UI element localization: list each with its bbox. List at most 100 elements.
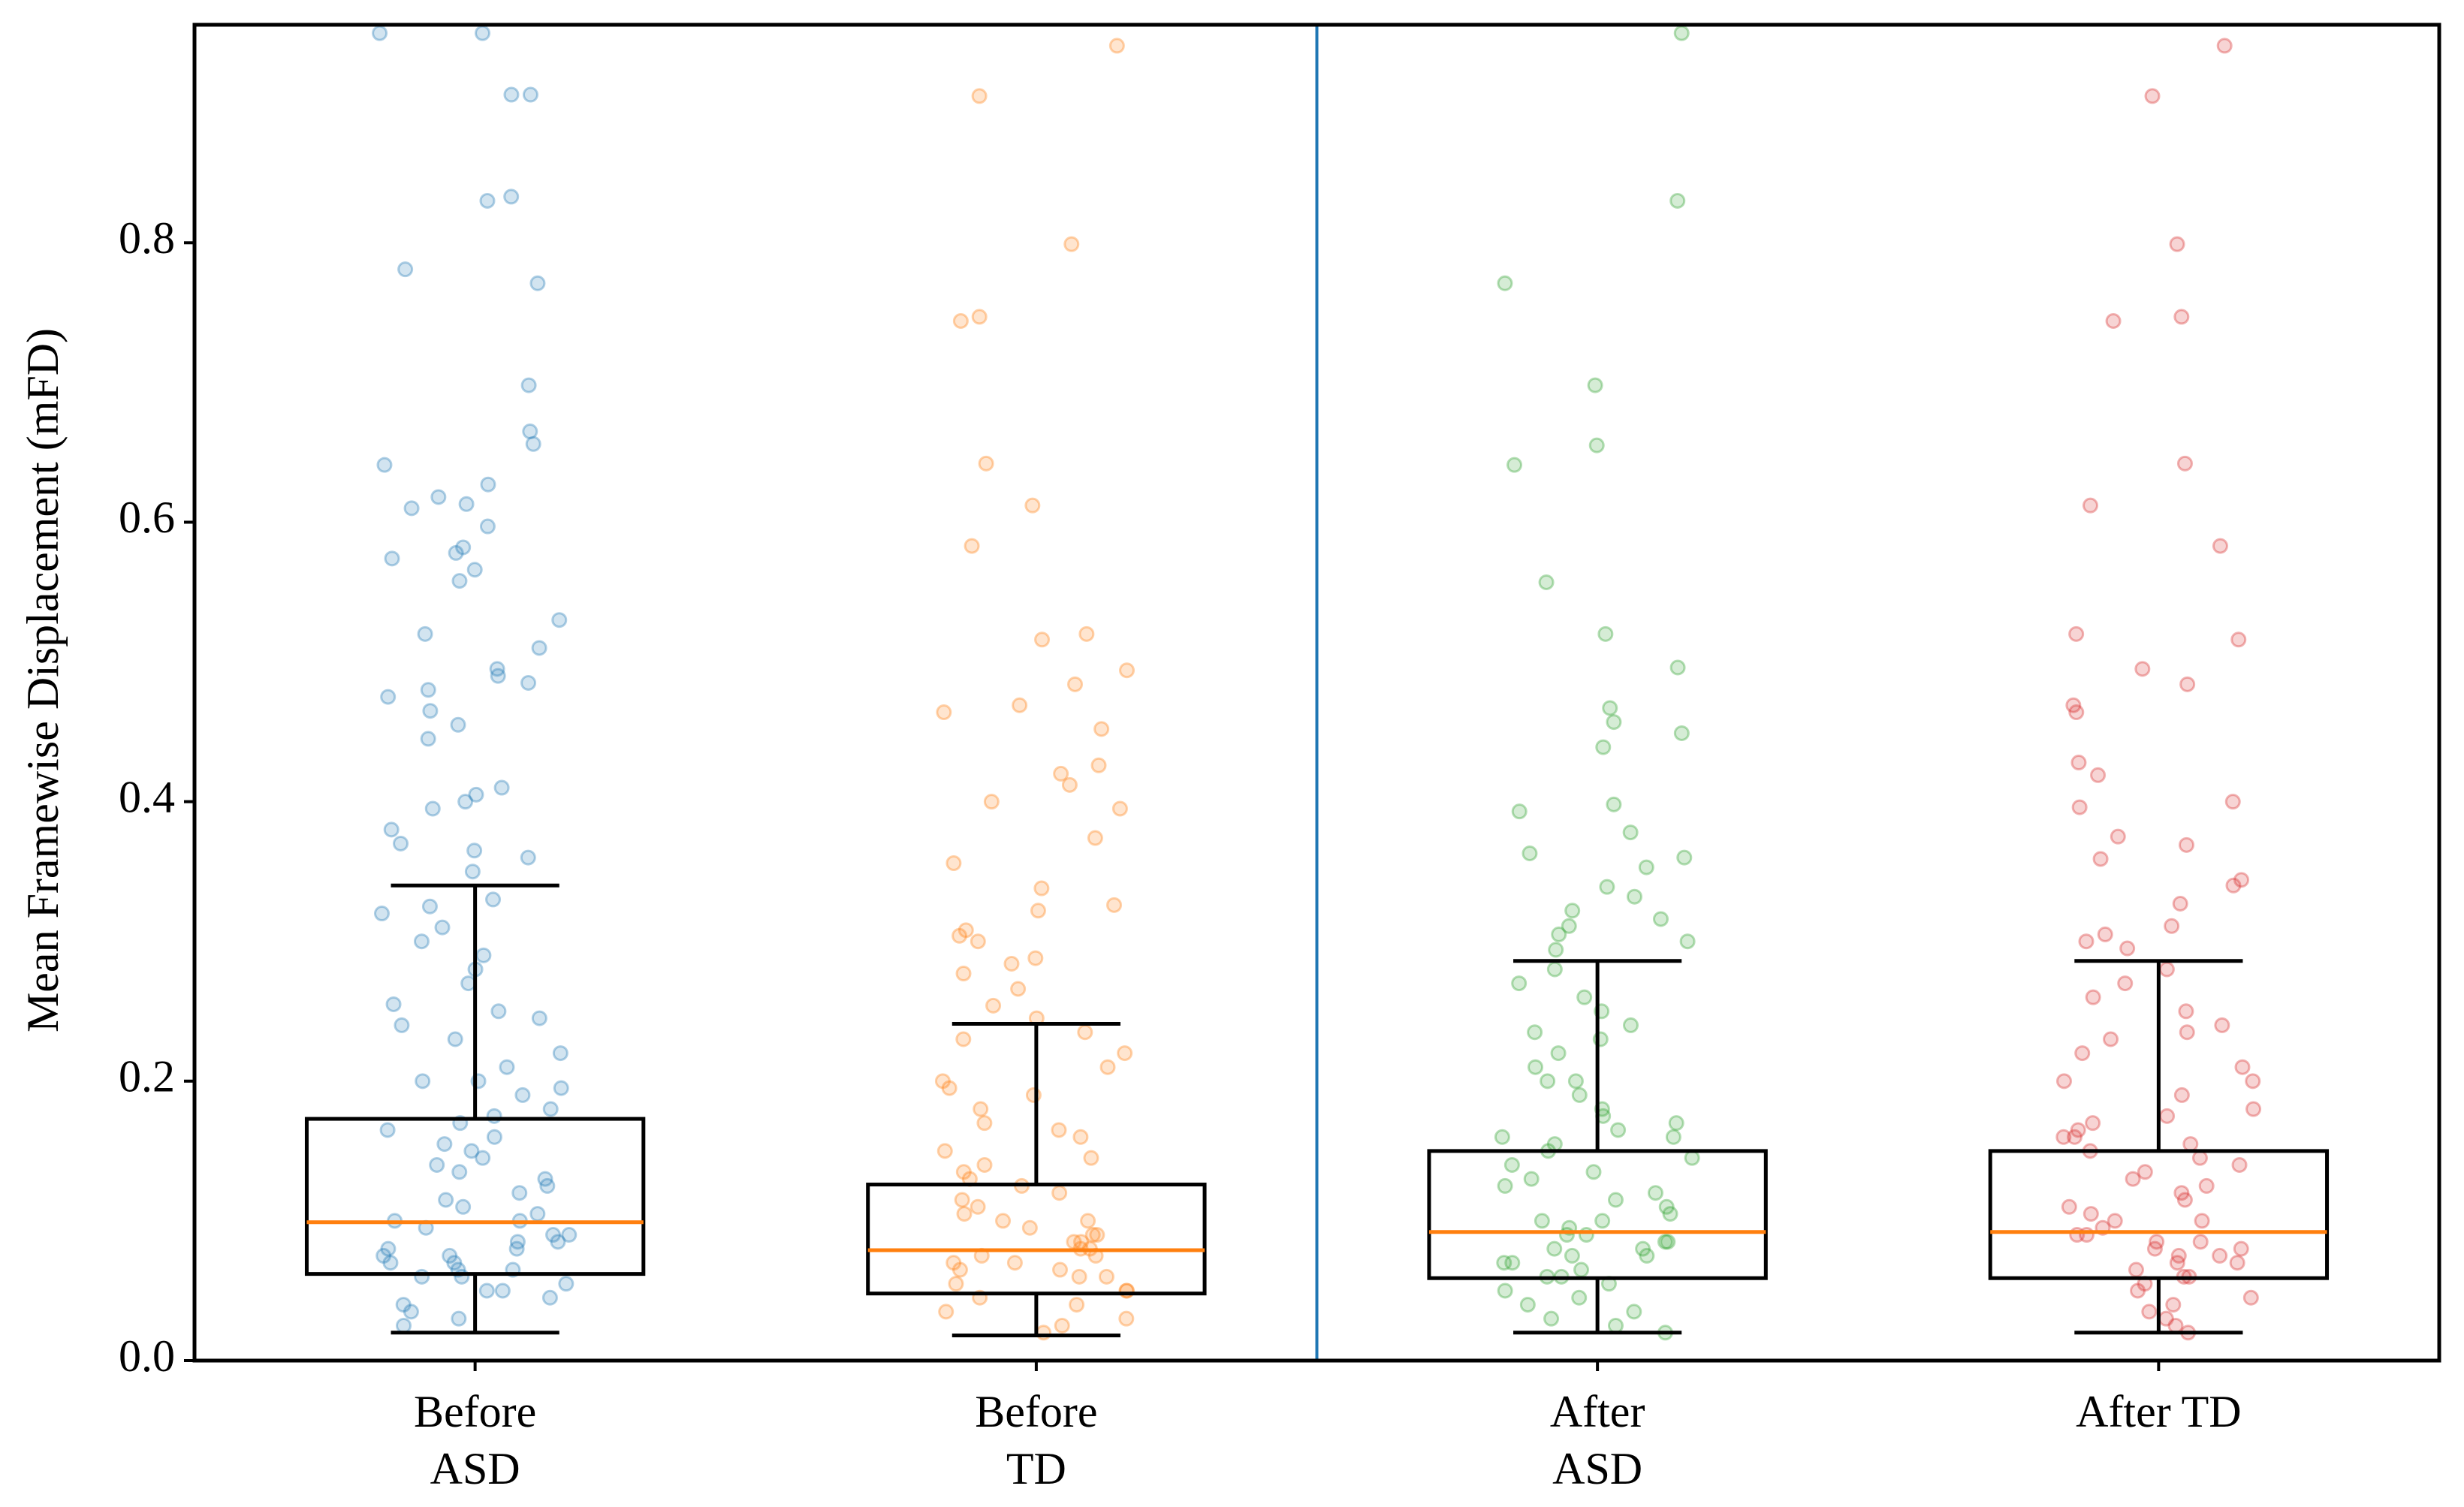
data-point bbox=[2192, 1234, 2209, 1250]
data-point bbox=[1626, 888, 1642, 905]
data-point bbox=[1071, 1268, 1087, 1285]
data-point bbox=[1061, 776, 1078, 793]
data-point bbox=[1602, 700, 1618, 716]
data-point bbox=[2092, 851, 2109, 867]
data-point bbox=[1673, 25, 1690, 41]
data-point bbox=[503, 86, 520, 103]
data-point bbox=[956, 1206, 973, 1222]
data-point bbox=[2179, 836, 2195, 853]
data-point bbox=[1496, 1255, 1512, 1271]
data-point bbox=[385, 996, 402, 1012]
data-point bbox=[1538, 574, 1555, 590]
data-point bbox=[451, 1164, 468, 1180]
data-point bbox=[455, 1198, 472, 1215]
data-point bbox=[413, 933, 430, 950]
data-point bbox=[494, 1282, 511, 1299]
data-point bbox=[1063, 236, 1080, 252]
data-point bbox=[415, 1073, 431, 1090]
data-point bbox=[1077, 1024, 1093, 1041]
data-point bbox=[1635, 1240, 1651, 1257]
data-point bbox=[2194, 1213, 2210, 1229]
data-point bbox=[1108, 38, 1125, 54]
data-point bbox=[529, 275, 546, 291]
data-point bbox=[511, 1185, 528, 1201]
data-point bbox=[434, 919, 451, 936]
data-point bbox=[995, 1213, 1012, 1229]
data-point bbox=[446, 1255, 463, 1271]
data-point bbox=[1597, 625, 1614, 642]
data-point bbox=[1506, 457, 1523, 473]
data-point bbox=[451, 573, 468, 589]
data-point bbox=[1036, 1325, 1052, 1341]
data-point bbox=[976, 1115, 993, 1132]
data-point bbox=[1548, 942, 1564, 958]
data-point bbox=[2173, 1185, 2190, 1201]
data-point bbox=[460, 975, 477, 992]
data-point bbox=[450, 716, 466, 733]
data-point bbox=[422, 703, 439, 719]
x-tick-label: After TD bbox=[2076, 1387, 2242, 1436]
plot-frame bbox=[192, 23, 2441, 1363]
data-point bbox=[1080, 1213, 1096, 1229]
data-point bbox=[1093, 721, 1110, 737]
data-point bbox=[1010, 981, 1027, 997]
data-point bbox=[2085, 1115, 2101, 1132]
data-point bbox=[2110, 828, 2126, 845]
data-point bbox=[1511, 803, 1528, 820]
data-point bbox=[1497, 1282, 1513, 1299]
data-point bbox=[490, 668, 506, 684]
data-point bbox=[941, 1080, 958, 1096]
data-point bbox=[2103, 1031, 2119, 1047]
data-point bbox=[379, 1122, 396, 1138]
data-point bbox=[1503, 1156, 1520, 1173]
data-point bbox=[2165, 1297, 2182, 1313]
y-tick-label: 0.4 bbox=[119, 772, 175, 821]
data-point bbox=[1497, 1177, 1513, 1194]
data-point bbox=[486, 1129, 502, 1145]
data-point bbox=[480, 476, 496, 493]
data-point bbox=[1067, 676, 1084, 692]
data-point bbox=[1494, 1129, 1510, 1145]
data-point bbox=[1099, 1059, 1116, 1075]
data-point bbox=[380, 689, 397, 705]
data-point bbox=[2173, 309, 2190, 325]
data-point bbox=[1527, 1024, 1543, 1041]
data-point bbox=[1052, 1261, 1069, 1278]
data-point bbox=[376, 457, 393, 473]
data-point bbox=[1606, 796, 1622, 812]
data-point bbox=[1072, 1129, 1089, 1145]
data-point bbox=[514, 1087, 531, 1103]
data-point bbox=[1025, 1087, 1042, 1103]
data-point bbox=[945, 1255, 962, 1271]
data-point bbox=[952, 927, 968, 944]
data-point bbox=[1571, 1087, 1588, 1103]
data-point bbox=[2159, 1108, 2176, 1124]
data-point bbox=[1567, 1073, 1584, 1090]
data-point bbox=[1679, 933, 1696, 950]
data-point bbox=[1054, 1317, 1070, 1334]
data-point bbox=[1111, 800, 1128, 817]
box bbox=[1988, 1149, 2330, 1280]
data-point bbox=[1564, 903, 1581, 919]
data-point bbox=[2167, 1317, 2184, 1334]
data-point bbox=[2070, 1122, 2086, 1138]
data-point bbox=[1673, 725, 1690, 741]
data-point bbox=[1622, 824, 1639, 841]
data-point bbox=[1519, 1297, 1536, 1313]
data-point bbox=[945, 855, 962, 872]
data-point bbox=[2224, 794, 2241, 810]
data-point bbox=[1053, 765, 1069, 782]
data-point bbox=[417, 625, 433, 642]
y-tick-label: 0.0 bbox=[119, 1331, 175, 1381]
data-point bbox=[2130, 1282, 2146, 1299]
data-point bbox=[955, 966, 972, 982]
data-point bbox=[2164, 918, 2180, 934]
data-point bbox=[561, 1227, 578, 1243]
data-point bbox=[1119, 1282, 1135, 1299]
data-point bbox=[2170, 1247, 2187, 1264]
data-point bbox=[485, 891, 502, 908]
y-tick-label: 0.8 bbox=[119, 213, 175, 263]
data-point bbox=[1668, 1115, 1684, 1132]
data-point bbox=[2082, 1206, 2099, 1222]
